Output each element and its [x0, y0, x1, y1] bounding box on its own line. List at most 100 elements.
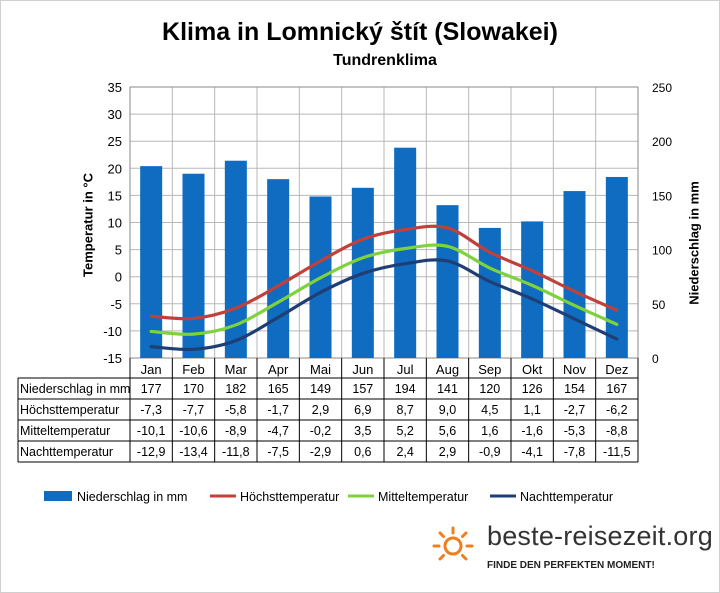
precipitation-bar [563, 191, 586, 358]
legend-label: Höchsttemperatur [240, 490, 339, 504]
table-cell: -2,9 [310, 445, 332, 459]
table-cell: 5,6 [439, 424, 456, 438]
temperature-series-line [149, 243, 619, 336]
table-row-label: Nachttemperatur [20, 445, 113, 459]
y-left-tick-label: 35 [108, 80, 122, 95]
y-left-tick-label: 15 [108, 188, 122, 203]
table-cell: -7,7 [183, 403, 205, 417]
legend-label: Mitteltemperatur [378, 490, 468, 504]
precipitation-bar [267, 179, 290, 358]
x-category-label: Mai [310, 362, 331, 377]
table-cell: 141 [437, 382, 458, 396]
table-cell: -10,6 [179, 424, 208, 438]
table-cell: 149 [310, 382, 331, 396]
x-category-label: Jan [141, 362, 162, 377]
table-row-label: Höchsttemperatur [20, 403, 119, 417]
precipitation-bar [521, 221, 544, 358]
table-cell: 177 [141, 382, 162, 396]
table-cell: 157 [352, 382, 373, 396]
table-cell: 5,2 [396, 424, 413, 438]
y-right-tick-label: 0 [652, 352, 659, 366]
precipitation-bar [605, 176, 628, 358]
table-cell: 154 [564, 382, 585, 396]
precipitation-bar [182, 173, 205, 358]
y-left-tick-label: -10 [103, 324, 122, 339]
precipitation-bar [140, 166, 163, 358]
legend-swatch [44, 491, 72, 501]
y-left-tick-label: 5 [115, 243, 122, 258]
table-cell: 120 [479, 382, 500, 396]
precipitation-bar [478, 227, 501, 358]
precipitation-bar [436, 205, 459, 358]
x-category-label: Jul [397, 362, 414, 377]
y-left-tick-label: 20 [108, 161, 122, 176]
table-cell: -5,8 [225, 403, 247, 417]
x-category-label: Mar [225, 362, 248, 377]
y-left-tick-label: 10 [108, 216, 122, 231]
table-cell: -7,3 [140, 403, 162, 417]
precipitation-bar [394, 147, 417, 358]
table-cell: -10,1 [137, 424, 166, 438]
table-cell: -0,9 [479, 445, 501, 459]
y-left-tick-label: 25 [108, 134, 122, 149]
x-category-label: Dez [605, 362, 628, 377]
table-cell: -4,7 [267, 424, 289, 438]
legend-label: Nachttemperatur [520, 490, 613, 504]
y-left-tick-label: -5 [110, 297, 122, 312]
table-cell: -7,8 [564, 445, 586, 459]
chart-title: Klima in Lomnický štít (Slowakei) [162, 18, 558, 46]
table-cell: -8,8 [606, 424, 628, 438]
table-cell: 126 [522, 382, 543, 396]
table-cell: -0,2 [310, 424, 332, 438]
y-right-tick-label: 50 [652, 298, 666, 312]
x-category-label: Aug [436, 362, 459, 377]
table-cell: 0,6 [354, 445, 371, 459]
y-right-tick-label: 100 [652, 244, 672, 258]
table-cell: 165 [268, 382, 289, 396]
table-cell: 6,9 [354, 403, 371, 417]
y-right-tick-label: 200 [652, 135, 672, 149]
sun-logo-icon [428, 524, 478, 569]
site-tagline: FINDE DEN PERFEKTEN MOMENT! [487, 560, 655, 571]
x-category-label: Okt [522, 362, 543, 377]
table-row-label: Niederschlag in mm [20, 382, 130, 396]
table-cell: -11,8 [222, 445, 250, 459]
table-cell: -5,3 [564, 424, 586, 438]
table-cell: 9,0 [439, 403, 456, 417]
table-cell: -1,7 [267, 403, 289, 417]
chart-subtitle: Tundrenklima [333, 52, 437, 69]
table-cell: 170 [183, 382, 204, 396]
table-row-label: Mitteltemperatur [20, 424, 110, 438]
legend-label: Niederschlag in mm [77, 490, 187, 504]
y-right-tick-label: 150 [652, 189, 672, 203]
temperature-series-line [149, 224, 619, 321]
table-cell: -2,7 [564, 403, 586, 417]
table-cell: -7,5 [267, 445, 289, 459]
table-cell: 2,9 [312, 403, 329, 417]
x-category-label: Nov [563, 362, 587, 377]
table-cell: -11,5 [603, 445, 631, 459]
table-cell: 182 [225, 382, 246, 396]
table-cell: -4,1 [521, 445, 543, 459]
y-left-tick-label: 30 [108, 107, 122, 122]
table-cell: 2,9 [439, 445, 456, 459]
table-cell: 194 [395, 382, 416, 396]
table-cell: -1,6 [521, 424, 543, 438]
x-category-label: Sep [478, 362, 501, 377]
x-category-label: Apr [268, 362, 289, 377]
table-cell: -13,4 [179, 445, 208, 459]
x-category-label: Feb [182, 362, 204, 377]
table-cell: -12,9 [137, 445, 166, 459]
table-cell: 167 [606, 382, 627, 396]
y-left-tick-label: -15 [103, 351, 122, 366]
table-cell: 3,5 [354, 424, 371, 438]
table-cell: 1,1 [523, 403, 540, 417]
table-cell: 1,6 [481, 424, 498, 438]
site-logo-text: beste-reisezeit.org [487, 521, 713, 551]
y-right-tick-label: 250 [652, 81, 672, 95]
y-left-tick-label: 0 [115, 270, 122, 285]
temperature-series-line [149, 258, 619, 352]
table-cell: -8,9 [225, 424, 247, 438]
x-category-label: Jun [352, 362, 373, 377]
